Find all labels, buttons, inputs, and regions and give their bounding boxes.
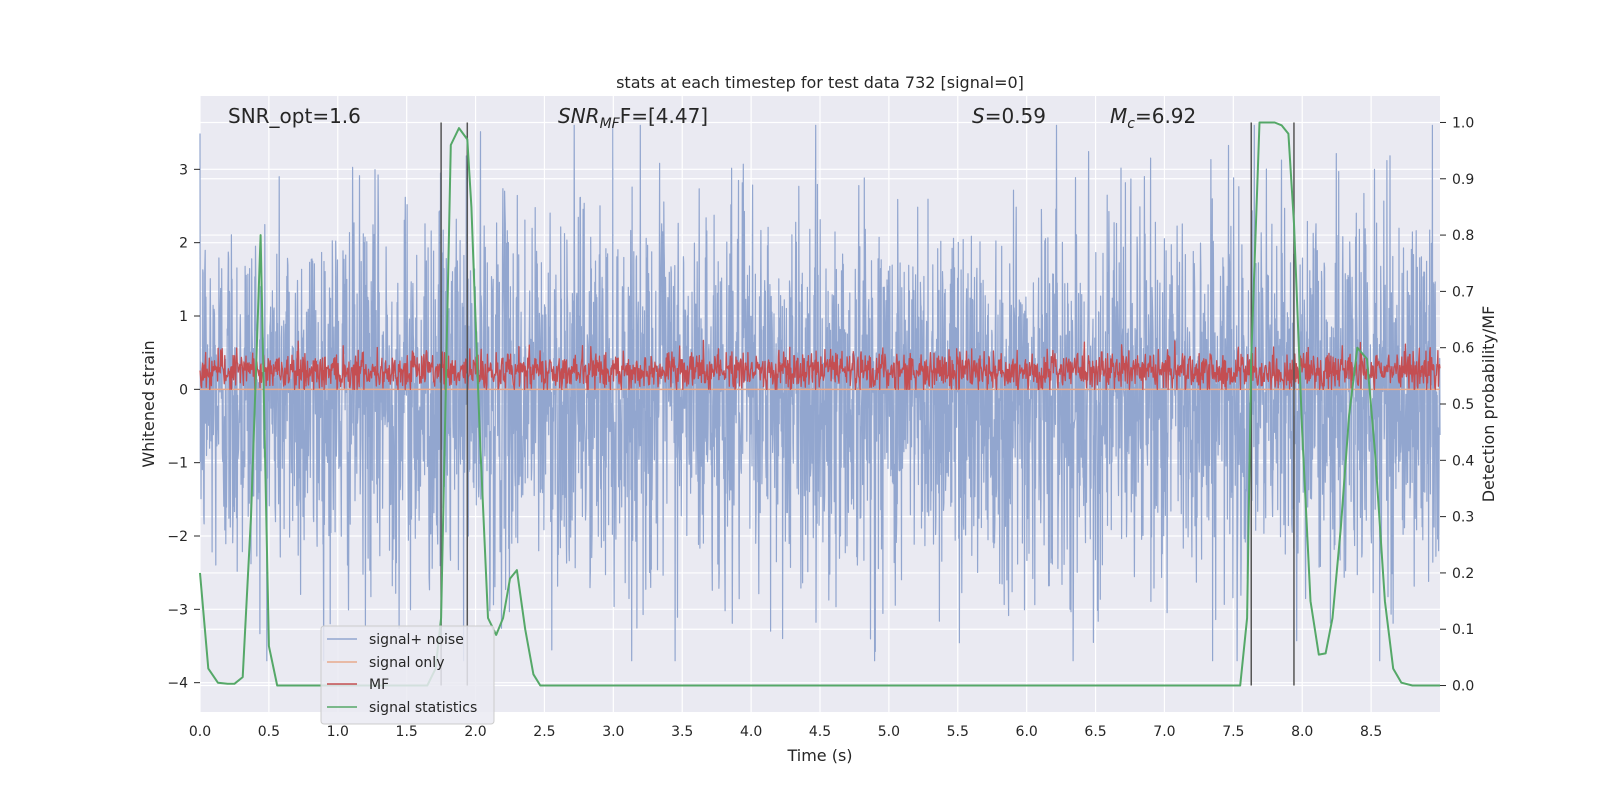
x-tick-label-1: 0.5 bbox=[258, 724, 280, 740]
y2-tick-label-9: 0.1 bbox=[1452, 622, 1474, 638]
legend-box bbox=[320, 625, 495, 725]
legend: signal+ noise signal only MF signal stat… bbox=[320, 625, 495, 725]
x-tick-label-7: 3.5 bbox=[671, 724, 693, 740]
y-axis-label: Whitened strain bbox=[139, 340, 158, 467]
y2-tick-label-8: 0.2 bbox=[1452, 566, 1474, 582]
x-tick-label-5: 2.5 bbox=[533, 724, 555, 740]
annotation-snr-mf-label: SNR bbox=[558, 104, 600, 128]
annotation-mc-label: M bbox=[1110, 104, 1127, 128]
x-tick-label-0: 0.0 bbox=[189, 724, 211, 740]
y-axis-ticks: 3 2 1 0 −1 −2 −3 −4 bbox=[167, 162, 200, 692]
y2-tick-label-4: 0.6 bbox=[1452, 341, 1474, 357]
y-tick-label-0: 3 bbox=[179, 162, 188, 178]
x-axis-ticks: 0.0 0.5 1.0 1.5 2.0 2.5 3.0 3.5 4.0 4.5 5.0 5.5 6.0 6… bbox=[189, 724, 1382, 740]
y-tick-label-2: 1 bbox=[179, 309, 188, 325]
y2-tick-label-10: 0.0 bbox=[1452, 679, 1474, 695]
y2-tick-label-0: 1.0 bbox=[1452, 115, 1474, 131]
y-tick-label-4: −1 bbox=[167, 456, 188, 472]
annotation-snr-mf: SNRMFF=[4.47] bbox=[558, 104, 708, 132]
annotation-snr-mf-sub: MF bbox=[600, 116, 621, 132]
x-tick-label-11: 5.5 bbox=[947, 724, 969, 740]
annotation-snr-mf-value: F=[4.47] bbox=[620, 104, 708, 128]
y-tick-label-3: 0 bbox=[179, 382, 188, 398]
series-signal-statistics bbox=[199, 121, 1440, 687]
legend-label-signal-noise: signal+ noise bbox=[369, 632, 464, 648]
series-mf bbox=[199, 339, 1441, 390]
y-tick-label-6: −3 bbox=[167, 602, 188, 618]
y-tick-label-5: −2 bbox=[167, 529, 188, 545]
y2-tick-label-7: 0.3 bbox=[1452, 510, 1474, 526]
y2-tick-label-2: 0.8 bbox=[1452, 228, 1474, 244]
annotation-s-label: S bbox=[972, 104, 985, 128]
x-tick-label-12: 6.0 bbox=[1016, 724, 1038, 740]
x-tick-label-9: 4.5 bbox=[809, 724, 831, 740]
y2-axis-ticks: 1.0 0.9 0.8 0.7 0.6 0.5 0.4 0.3 0.2 0.1 0.0 bbox=[1440, 115, 1474, 695]
annotation-snr-opt: SNR_opt=1.6 bbox=[228, 104, 361, 128]
y2-tick-label-1: 0.9 bbox=[1452, 172, 1474, 188]
annotation-s-value: =0.59 bbox=[985, 104, 1046, 128]
y2-tick-label-3: 0.7 bbox=[1452, 284, 1474, 300]
annotation-mc: Mc=6.92 bbox=[1110, 104, 1196, 132]
series-line bbox=[199, 121, 1440, 687]
x-tick-label-10: 5.0 bbox=[878, 724, 900, 740]
x-tick-label-13: 6.5 bbox=[1084, 724, 1106, 740]
y-tick-label-1: 2 bbox=[179, 236, 188, 252]
legend-label-signal-statistics: signal statistics bbox=[369, 700, 477, 716]
annotation-mc-value: =6.92 bbox=[1135, 104, 1196, 128]
x-tick-label-8: 4.0 bbox=[740, 724, 762, 740]
x-tick-label-15: 7.5 bbox=[1222, 724, 1244, 740]
y-tick-label-7: −4 bbox=[167, 676, 188, 692]
x-tick-label-3: 1.5 bbox=[396, 724, 418, 740]
x-tick-label-17: 8.5 bbox=[1360, 724, 1382, 740]
y2-tick-label-5: 0.5 bbox=[1452, 397, 1474, 413]
x-axis-label: Time (s) bbox=[786, 746, 852, 765]
y2-axis-label: Detection probability/MF bbox=[1479, 306, 1498, 503]
x-tick-label-16: 8.0 bbox=[1291, 724, 1313, 740]
y2-tick-label-6: 0.4 bbox=[1452, 453, 1474, 469]
annotation-mc-sub: c bbox=[1127, 116, 1135, 132]
legend-label-mf: MF bbox=[369, 677, 389, 693]
x-tick-label-14: 7.0 bbox=[1153, 724, 1175, 740]
legend-label-signal-only: signal only bbox=[369, 655, 444, 671]
series-line bbox=[199, 339, 1441, 390]
annotation-s: S=0.59 bbox=[972, 104, 1046, 128]
x-tick-label-2: 1.0 bbox=[327, 724, 349, 740]
x-tick-label-6: 3.0 bbox=[602, 724, 624, 740]
chart-title: stats at each timestep for test data 732… bbox=[616, 73, 1024, 92]
x-tick-label-4: 2.0 bbox=[464, 724, 486, 740]
